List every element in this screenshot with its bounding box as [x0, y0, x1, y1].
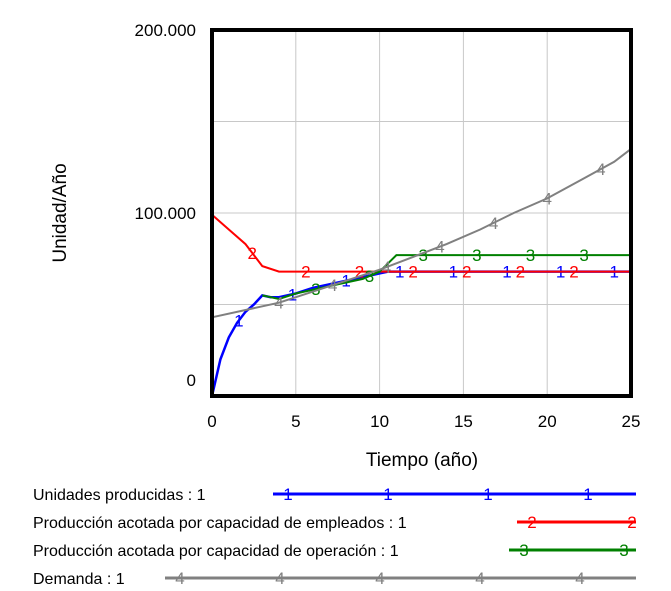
x-tick-label: 10	[370, 412, 389, 431]
legend-marker-1: 1	[483, 485, 492, 504]
series-marker-2: 2	[462, 263, 471, 282]
series-marker-3: 3	[526, 246, 535, 265]
series-marker-4: 4	[489, 214, 498, 233]
y-tick-label: 100.000	[135, 204, 196, 223]
series-marker-3: 3	[365, 267, 374, 286]
legend-marker-1: 1	[383, 485, 392, 504]
series-marker-2: 2	[301, 263, 310, 282]
legend-marker-3: 3	[619, 541, 628, 560]
legend-label-2: Producción acotada por capacidad de empl…	[33, 515, 407, 532]
series-marker-2: 2	[355, 263, 364, 282]
y-tick-label: 200.000	[135, 21, 196, 40]
x-tick-label: 20	[538, 412, 557, 431]
series-marker-4: 4	[274, 294, 283, 313]
series-line-1	[210, 270, 631, 397]
legend-marker-1: 1	[283, 485, 292, 504]
x-tick-label: 5	[291, 412, 300, 431]
series-marker-3: 3	[579, 246, 588, 265]
legend-marker-2: 2	[627, 513, 636, 532]
grid-lines	[212, 30, 631, 396]
legend-marker-3: 3	[519, 541, 528, 560]
x-tick-label: 15	[454, 412, 473, 431]
series-marker-1: 1	[234, 312, 243, 331]
legend-marker-4: 4	[475, 569, 484, 588]
legend-marker-4: 4	[575, 569, 584, 588]
legend-label-4: Demanda : 1	[33, 571, 125, 588]
y-axis-title: Unidad/Año	[50, 163, 71, 262]
legend-marker-4: 4	[375, 569, 384, 588]
series-marker-2: 2	[247, 244, 256, 263]
series-marker-2: 2	[569, 263, 578, 282]
legend-label-3: Producción acotada por capacidad de oper…	[33, 543, 399, 560]
series-line-2	[211, 214, 631, 273]
series-marker-4: 4	[542, 189, 551, 208]
series-line-4	[211, 148, 632, 319]
series-marker-4: 4	[435, 238, 444, 257]
legend-marker-2: 2	[527, 513, 536, 532]
legend-marker-1: 1	[583, 485, 592, 504]
series-marker-2: 2	[516, 263, 525, 282]
series-marker-3: 3	[418, 246, 427, 265]
legend: Unidades producidas : 1 1 1 1 1 Producción ac…	[33, 485, 637, 588]
series-line-3	[262, 254, 631, 301]
series-marker-4: 4	[596, 160, 605, 179]
series-marker-4: 4	[382, 258, 391, 277]
x-tick-label: 0	[207, 412, 216, 431]
legend-marker-4: 4	[275, 569, 284, 588]
x-axis-ticks: 0 5 10 15 20 25	[207, 412, 640, 431]
legend-label-1: Unidades producidas : 1	[33, 487, 206, 504]
series-marker-3: 3	[472, 246, 481, 265]
y-axis-ticks: 0 100.000 200.000	[135, 21, 196, 390]
legend-marker-4: 4	[175, 569, 184, 588]
series-marker-4: 4	[328, 276, 337, 295]
y-tick-label: 0	[187, 371, 196, 390]
plot-frame	[210, 28, 633, 398]
x-tick-label: 25	[622, 412, 641, 431]
x-axis-title: Tiempo (año)	[366, 450, 478, 471]
series-marker-2: 2	[408, 263, 417, 282]
